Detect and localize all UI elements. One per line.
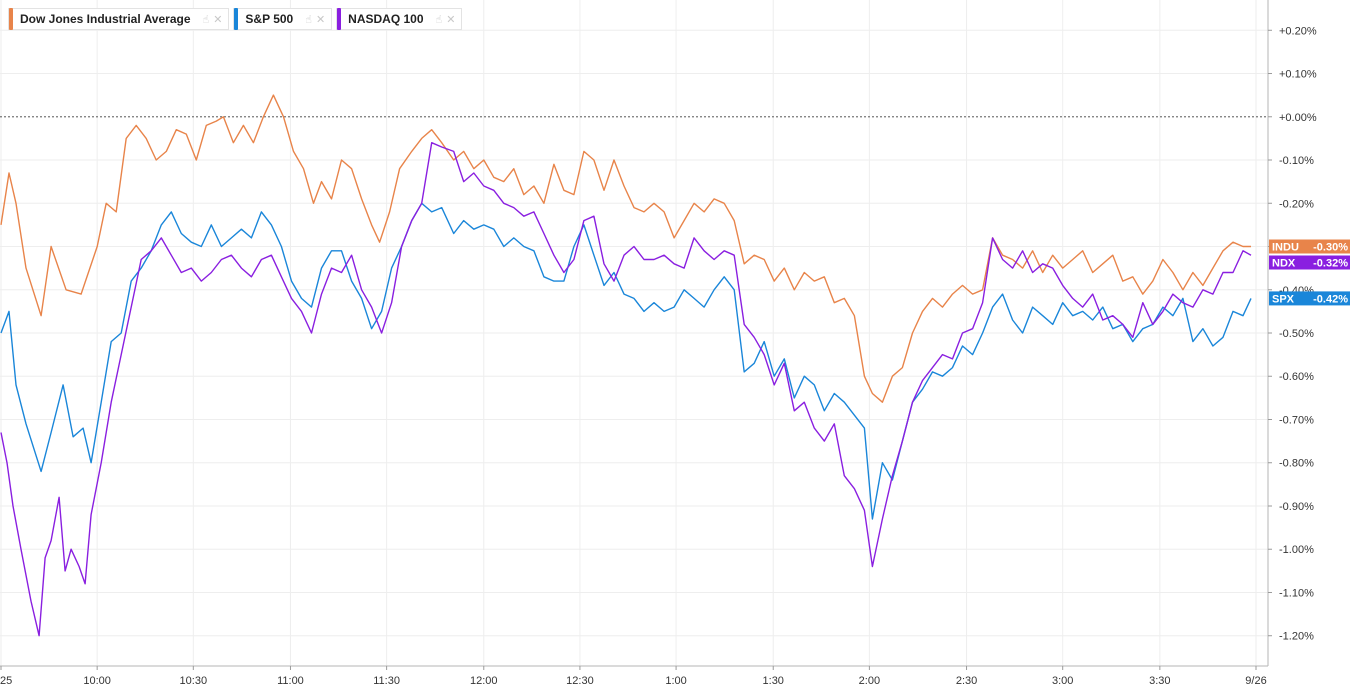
x-tick-label: 3:30 — [1149, 675, 1170, 687]
legend-swatch — [9, 8, 13, 30]
last-value-tags: INDU -0.30% NDX -0.32% SPX -0.42% — [1269, 239, 1350, 306]
series-lines — [0, 94, 1252, 637]
x-tick-label: 1:00 — [665, 675, 686, 687]
y-tick-label: +0.00% — [1279, 112, 1317, 124]
legend-label: Dow Jones Industrial Average — [20, 12, 191, 26]
y-tick-label: -0.90% — [1279, 501, 1314, 513]
hand-icon[interactable]: ☝ — [202, 13, 210, 26]
x-tick-label: 11:00 — [277, 675, 304, 687]
x-axis: 25 10:00 10:30 11:00 11:30 12:00 12:30 1:00 1:30… — [0, 666, 1267, 687]
tag-spx: SPX -0.42% — [1269, 291, 1350, 306]
tag-background — [1269, 291, 1350, 306]
series-line-indu — [0, 94, 1251, 403]
legend-item-nasdaq-100[interactable]: NASDAQ 100 ☝ ✕ — [336, 8, 463, 30]
y-tick-label: -1.10% — [1279, 587, 1314, 599]
legend-swatch — [234, 8, 239, 30]
hand-icon[interactable]: ☝ — [305, 13, 312, 26]
tag-symbol: INDU — [1272, 242, 1299, 254]
x-tick-label: 12:30 — [566, 675, 594, 687]
x-tick-label: 11:30 — [373, 675, 400, 687]
tag-value: -0.32% — [1313, 258, 1348, 270]
legend-label: S&P 500 — [245, 12, 294, 26]
x-tick-label: 9/26 — [1245, 675, 1266, 687]
close-icon[interactable]: ✕ — [315, 13, 326, 26]
legend-label: NASDAQ 100 — [348, 12, 424, 26]
legend: Dow Jones Industrial Average ☝ ✕ S&P 500… — [8, 8, 463, 30]
tag-symbol: NDX — [1272, 258, 1296, 270]
x-tick-label: 2:00 — [859, 675, 880, 687]
x-tick-label: 1:30 — [763, 675, 784, 687]
hand-icon[interactable]: ☝ — [435, 13, 443, 26]
y-tick-label: +0.20% — [1279, 25, 1317, 37]
legend-swatch — [337, 8, 342, 30]
y-axis: +0.20%+0.10%+0.00%-0.10%-0.20%-0.30%-0.4… — [1268, 25, 1317, 643]
y-tick-label: -0.70% — [1279, 414, 1314, 426]
tag-value: -0.42% — [1313, 293, 1348, 305]
tag-ndx: NDX -0.32% — [1269, 255, 1350, 270]
x-tick-label: 10:30 — [180, 675, 208, 687]
tag-value: -0.30% — [1313, 242, 1348, 254]
y-tick-label: -0.20% — [1279, 198, 1314, 210]
series-line-spx — [0, 202, 1252, 520]
y-tick-label: -0.60% — [1279, 371, 1314, 383]
horizontal-gridlines — [0, 29, 1268, 637]
x-tick-label: 3:00 — [1052, 675, 1073, 687]
x-tick-label: 25 — [0, 675, 12, 687]
tag-background — [1269, 239, 1350, 254]
legend-item-sp-500[interactable]: S&P 500 ☝ ✕ — [233, 8, 333, 30]
tag-indu: INDU -0.30% — [1269, 239, 1350, 254]
y-tick-label: -1.00% — [1279, 544, 1314, 556]
x-tick-label: 2:30 — [956, 675, 977, 687]
y-tick-label: +0.10% — [1279, 69, 1317, 81]
y-tick-label: -0.80% — [1279, 458, 1314, 470]
y-tick-label: -0.10% — [1279, 155, 1314, 167]
tag-background — [1269, 255, 1350, 270]
x-tick-label: 12:00 — [470, 675, 498, 687]
y-tick-label: -0.50% — [1279, 328, 1314, 340]
x-tick-label: 10:00 — [83, 675, 111, 687]
close-icon[interactable]: ✕ — [213, 13, 223, 26]
y-tick-label: -1.20% — [1279, 631, 1314, 643]
legend-item-dow-jones[interactable]: Dow Jones Industrial Average ☝ ✕ — [8, 8, 230, 30]
tag-symbol: SPX — [1272, 293, 1295, 305]
series-line-ndx — [0, 141, 1252, 637]
close-icon[interactable]: ✕ — [446, 13, 456, 26]
